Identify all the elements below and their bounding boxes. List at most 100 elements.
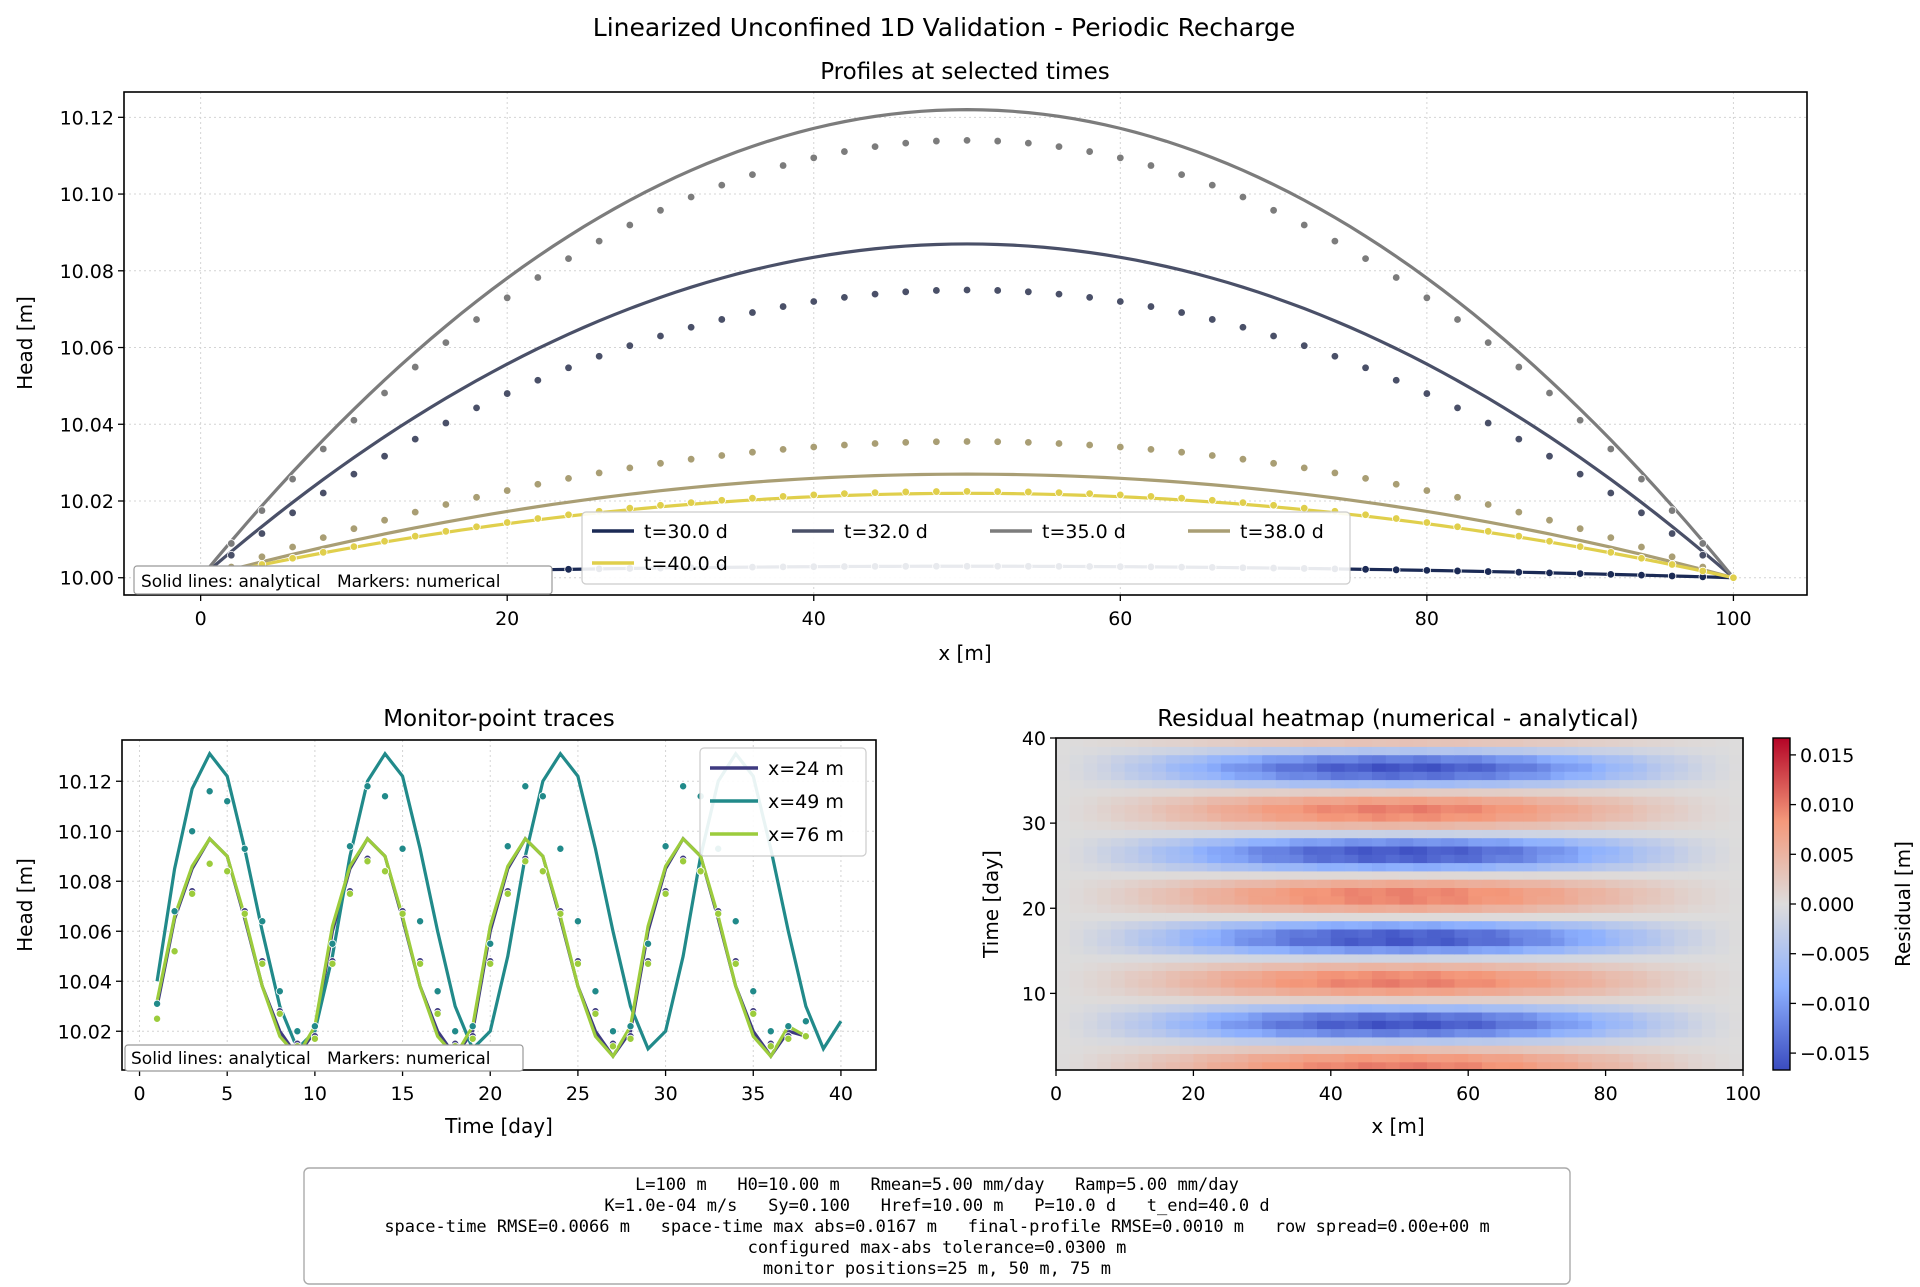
heatmap-cell xyxy=(1165,912,1181,922)
heatmap-cell xyxy=(1454,1036,1469,1046)
profile-marker-4 xyxy=(1208,496,1217,505)
heatmap-cell xyxy=(1578,1003,1593,1013)
heatmap-cell xyxy=(1633,870,1648,880)
heatmap-cell xyxy=(1523,962,1538,971)
heatmap-cell xyxy=(1303,1053,1318,1063)
heatmap-cell xyxy=(1207,912,1222,922)
monitor-x-tick-label: 35 xyxy=(741,1083,765,1105)
heatmap-cell xyxy=(1440,787,1456,797)
heatmap-cell xyxy=(1468,821,1483,830)
heatmap-cell xyxy=(1729,821,1744,830)
heatmap-cell xyxy=(1454,895,1469,905)
heatmap-cell xyxy=(1124,738,1140,747)
heatmap-cell xyxy=(1372,1011,1387,1021)
heatmap-cell xyxy=(1289,754,1304,764)
heatmap-cell xyxy=(1275,912,1291,922)
profile-marker-4 xyxy=(1361,510,1370,519)
colorbar-tick-label: −0.005 xyxy=(1800,944,1870,966)
monitor-marker-1 xyxy=(293,1027,302,1036)
heatmap-cell xyxy=(1591,1011,1607,1021)
heatmap-cell xyxy=(1413,829,1428,839)
profiles-legend-label: t=30.0 d xyxy=(644,521,728,543)
heatmap-cell xyxy=(1729,854,1744,864)
heatmap-cell xyxy=(1207,862,1222,872)
heatmap-cell xyxy=(1674,928,1689,938)
heatmap-cell xyxy=(1234,746,1249,756)
heatmap-cell xyxy=(1413,1061,1428,1071)
heatmap-cell xyxy=(1317,837,1332,847)
profile-marker-2 xyxy=(1575,416,1585,425)
heatmap-cell xyxy=(1440,1003,1456,1013)
heatmap-cell xyxy=(1069,1061,1085,1071)
heatmap-cell xyxy=(1303,887,1318,897)
heatmap-cell xyxy=(1083,1061,1098,1071)
heatmap-cell xyxy=(1550,904,1565,913)
heatmap-cell xyxy=(1372,995,1387,1005)
heatmap-cell xyxy=(1688,738,1703,747)
profiles-ticks: 0 20 40 60 80 10010.0010.0210.0410.0610.0810.… xyxy=(60,107,1752,630)
heatmap-cell xyxy=(1138,887,1153,897)
monitor-marker-2 xyxy=(223,867,232,876)
monitor-marker-1 xyxy=(556,844,565,853)
profile-marker-1 xyxy=(441,418,451,428)
heatmap-cell xyxy=(1481,987,1497,996)
monitor-marker-1 xyxy=(661,842,670,851)
heatmap-cell xyxy=(1056,953,1071,963)
heatmap-cell xyxy=(1605,895,1620,905)
heatmap-cell xyxy=(1056,845,1071,855)
heatmap-cell xyxy=(1619,787,1634,797)
heatmap-cell xyxy=(1207,829,1222,839)
heatmap-cell xyxy=(1207,1053,1222,1063)
heatmap-cell xyxy=(1633,987,1648,996)
monitor-marker-1 xyxy=(433,987,442,996)
heatmap-cell xyxy=(1372,953,1387,963)
profile-marker-2 xyxy=(717,180,726,190)
heatmap-cell xyxy=(1605,912,1620,922)
heatmap-cell xyxy=(1454,738,1469,747)
heatmap-cell xyxy=(1591,1061,1607,1071)
monitor-y-tick-label: 10.04 xyxy=(58,971,112,993)
monitor-marker-2 xyxy=(381,867,390,876)
profile-marker-1 xyxy=(1453,403,1462,413)
heatmap-cell xyxy=(1619,912,1634,922)
heatmap-cell xyxy=(1701,962,1717,971)
heatmap-cell xyxy=(1317,829,1332,839)
heatmap-cell xyxy=(1578,870,1593,880)
heatmap-cell xyxy=(1468,754,1483,764)
heatmap-cell xyxy=(1372,754,1387,764)
heatmap-cell xyxy=(1372,887,1387,897)
heatmap-cell xyxy=(1523,879,1538,888)
heatmap-cell xyxy=(1481,796,1497,805)
heatmap-cell xyxy=(1468,945,1483,955)
heatmap-cell xyxy=(1124,779,1140,789)
heatmap-cell xyxy=(1523,1045,1538,1054)
heatmap-cell xyxy=(1688,812,1703,822)
heatmap-cell xyxy=(1056,962,1071,971)
heatmap-cell xyxy=(1729,895,1744,905)
heatmap-cell xyxy=(1674,845,1689,855)
monitor-x-tick-label: 40 xyxy=(829,1083,853,1105)
heatmap-cell xyxy=(1399,962,1414,971)
heatmap-cell xyxy=(1536,787,1552,797)
heatmap-cell xyxy=(1413,854,1428,864)
heatmap-cell xyxy=(1646,912,1662,922)
heatmap-cell xyxy=(1234,895,1249,905)
profile-marker-4 xyxy=(962,487,972,496)
heatmap-cell xyxy=(1193,804,1208,814)
heatmap-cell xyxy=(1124,1003,1140,1013)
heatmap-cell xyxy=(1110,837,1126,847)
profile-marker-3 xyxy=(1300,463,1309,473)
heatmap-cell xyxy=(1660,746,1675,756)
heatmap-cell xyxy=(1413,862,1428,872)
heatmap-cell xyxy=(1124,862,1140,872)
heatmap-cell xyxy=(1536,812,1552,822)
heatmap-cell xyxy=(1330,995,1346,1005)
heatmap-cell xyxy=(1179,970,1194,980)
heatmap-cell xyxy=(1248,879,1263,888)
monitor-marker-2 xyxy=(801,1032,810,1041)
heatmap-cell xyxy=(1536,870,1552,880)
heatmap-cell xyxy=(1207,962,1222,971)
heatmap-cell xyxy=(1715,912,1730,922)
heatmap-cell xyxy=(1234,1020,1249,1030)
